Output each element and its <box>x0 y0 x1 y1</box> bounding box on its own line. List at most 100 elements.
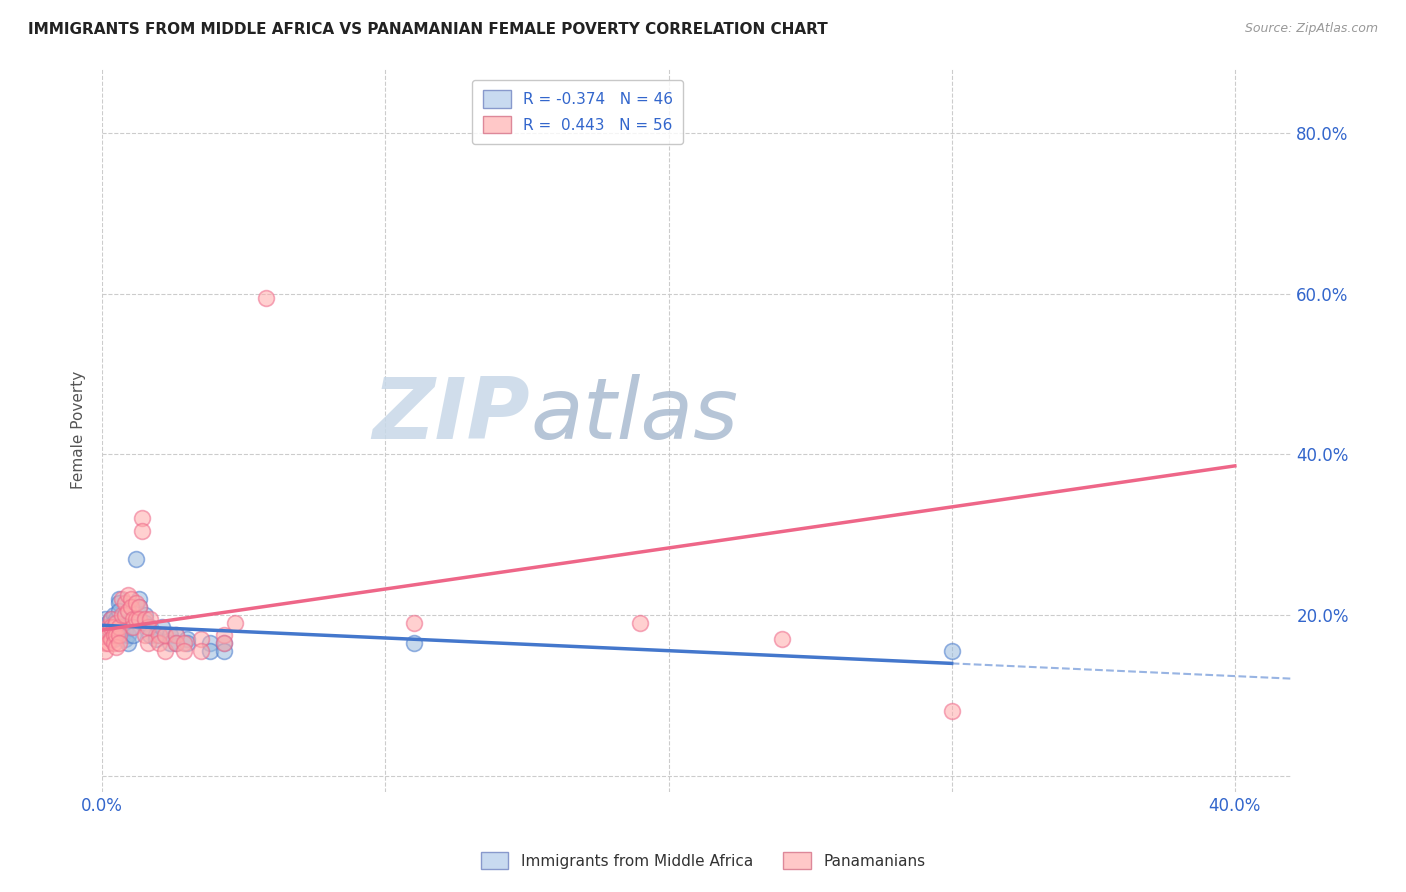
Point <box>125 596 148 610</box>
Point <box>117 628 139 642</box>
Point <box>173 644 195 658</box>
Point <box>100 620 122 634</box>
Point <box>100 628 122 642</box>
Point <box>402 615 425 630</box>
Point <box>212 628 235 642</box>
Point <box>941 644 963 658</box>
Point <box>108 596 131 610</box>
Point <box>153 644 176 658</box>
Point <box>105 620 128 634</box>
Point <box>94 636 117 650</box>
Point <box>176 632 198 646</box>
Y-axis label: Female Poverty: Female Poverty <box>72 371 86 489</box>
Point <box>402 636 425 650</box>
Point <box>139 612 162 626</box>
Point <box>136 636 159 650</box>
Point <box>122 628 145 642</box>
Point <box>131 511 153 525</box>
Point <box>103 632 125 646</box>
Point <box>117 588 139 602</box>
Point <box>139 628 162 642</box>
Point <box>103 628 125 642</box>
Point <box>114 607 136 622</box>
Point <box>97 624 120 638</box>
Point <box>108 591 131 606</box>
Point <box>134 612 156 626</box>
Point <box>105 612 128 626</box>
Point <box>114 596 136 610</box>
Point <box>165 628 187 642</box>
Point <box>176 636 198 650</box>
Point <box>150 620 173 634</box>
Point <box>100 612 122 626</box>
Point <box>122 612 145 626</box>
Point <box>770 632 793 646</box>
Point <box>114 632 136 646</box>
Point <box>198 636 221 650</box>
Legend: Immigrants from Middle Africa, Panamanians: Immigrants from Middle Africa, Panamania… <box>475 846 931 875</box>
Point <box>628 615 651 630</box>
Point <box>114 624 136 638</box>
Point <box>212 636 235 650</box>
Point <box>125 551 148 566</box>
Text: atlas: atlas <box>530 374 738 457</box>
Point <box>117 604 139 618</box>
Point <box>173 636 195 650</box>
Point <box>94 628 117 642</box>
Point <box>108 620 131 634</box>
Point <box>103 615 125 630</box>
Point <box>103 607 125 622</box>
Point <box>165 628 187 642</box>
Point <box>198 644 221 658</box>
Point <box>108 636 131 650</box>
Point <box>122 620 145 634</box>
Point <box>159 636 181 650</box>
Point <box>105 615 128 630</box>
Point <box>128 599 150 614</box>
Point <box>100 632 122 646</box>
Point <box>128 599 150 614</box>
Point <box>134 628 156 642</box>
Point <box>190 632 212 646</box>
Point <box>111 628 134 642</box>
Point <box>165 636 187 650</box>
Point <box>148 636 170 650</box>
Text: IMMIGRANTS FROM MIDDLE AFRICA VS PANAMANIAN FEMALE POVERTY CORRELATION CHART: IMMIGRANTS FROM MIDDLE AFRICA VS PANAMAN… <box>28 22 828 37</box>
Point <box>111 620 134 634</box>
Point <box>97 615 120 630</box>
Point <box>100 612 122 626</box>
Text: ZIP: ZIP <box>373 374 530 457</box>
Point <box>103 620 125 634</box>
Point <box>103 636 125 650</box>
Point <box>134 607 156 622</box>
Point <box>94 620 117 634</box>
Legend: R = -0.374   N = 46, R =  0.443   N = 56: R = -0.374 N = 46, R = 0.443 N = 56 <box>472 79 683 145</box>
Point <box>108 604 131 618</box>
Point <box>105 640 128 654</box>
Point <box>97 628 120 642</box>
Point <box>120 620 142 634</box>
Point <box>105 628 128 642</box>
Point <box>108 628 131 642</box>
Point <box>128 591 150 606</box>
Point <box>94 612 117 626</box>
Point <box>165 636 187 650</box>
Point <box>120 612 142 626</box>
Point <box>120 599 142 614</box>
Point <box>224 615 246 630</box>
Point <box>212 636 235 650</box>
Point <box>131 524 153 538</box>
Point <box>212 644 235 658</box>
Point <box>136 620 159 634</box>
Point <box>94 644 117 658</box>
Point <box>125 612 148 626</box>
Point <box>97 636 120 650</box>
Point <box>100 620 122 634</box>
Point <box>190 644 212 658</box>
Point <box>117 636 139 650</box>
Point <box>145 628 167 642</box>
Text: Source: ZipAtlas.com: Source: ZipAtlas.com <box>1244 22 1378 36</box>
Point <box>111 591 134 606</box>
Point <box>145 632 167 646</box>
Point <box>159 628 181 642</box>
